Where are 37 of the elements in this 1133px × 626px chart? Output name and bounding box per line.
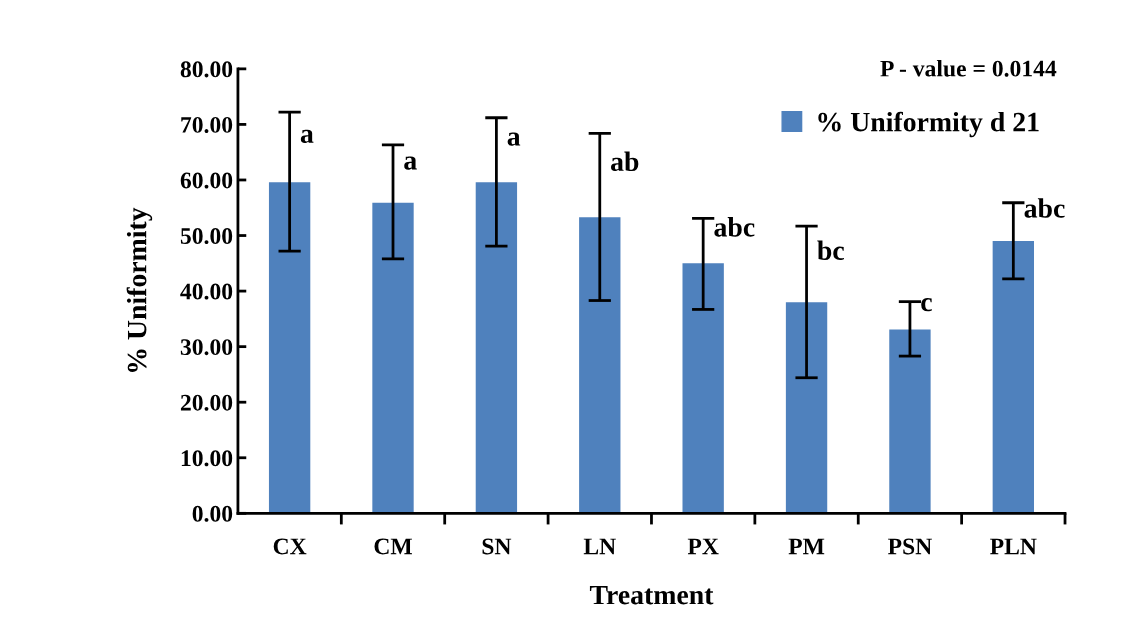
bar: [475, 182, 518, 514]
x-tick-label: PX: [687, 538, 719, 555]
x-tick-label: SN: [482, 538, 512, 555]
x-axis-title: Treatment: [589, 585, 714, 605]
x-tick-label: PLN: [990, 538, 1037, 555]
bar: [579, 217, 621, 514]
y-axis-title: % Uniformity: [126, 207, 153, 372]
annotation: a: [404, 156, 417, 170]
y-tick-label: 80.00: [180, 61, 233, 78]
annotation: ab: [611, 151, 639, 172]
annotation: abc: [1024, 198, 1065, 218]
bar: [372, 202, 414, 514]
y-tick-label: 20.00: [180, 394, 233, 411]
annotation: P - value = 0.0144: [880, 59, 1057, 77]
annotation: a: [300, 129, 314, 144]
y-tick-label: 0.00: [192, 505, 233, 522]
legend-label: % Uniformity d 21: [818, 111, 1039, 138]
bar: [682, 263, 724, 514]
annotation: a: [507, 132, 521, 146]
y-tick-label: 30.00: [180, 339, 233, 356]
bar: [889, 329, 931, 514]
x-tick-label: CM: [374, 538, 412, 555]
bar: [785, 302, 828, 514]
annotation: abc: [714, 217, 755, 237]
bar: [268, 182, 311, 514]
bar: [992, 241, 1034, 514]
annotation: c: [921, 298, 932, 312]
x-tick-label: CX: [273, 538, 307, 555]
x-tick-label: LN: [583, 538, 616, 555]
y-tick-label: 70.00: [181, 116, 233, 133]
x-tick-label: PM: [788, 538, 825, 555]
y-tick-label: 50.00: [180, 228, 233, 245]
annotation: bc: [817, 240, 844, 260]
x-tick-label: PSN: [888, 538, 932, 555]
y-tick-label: 40.00: [180, 283, 233, 300]
y-tick-label: 60.00: [180, 172, 233, 189]
y-tick-label: 10.00: [181, 450, 233, 467]
